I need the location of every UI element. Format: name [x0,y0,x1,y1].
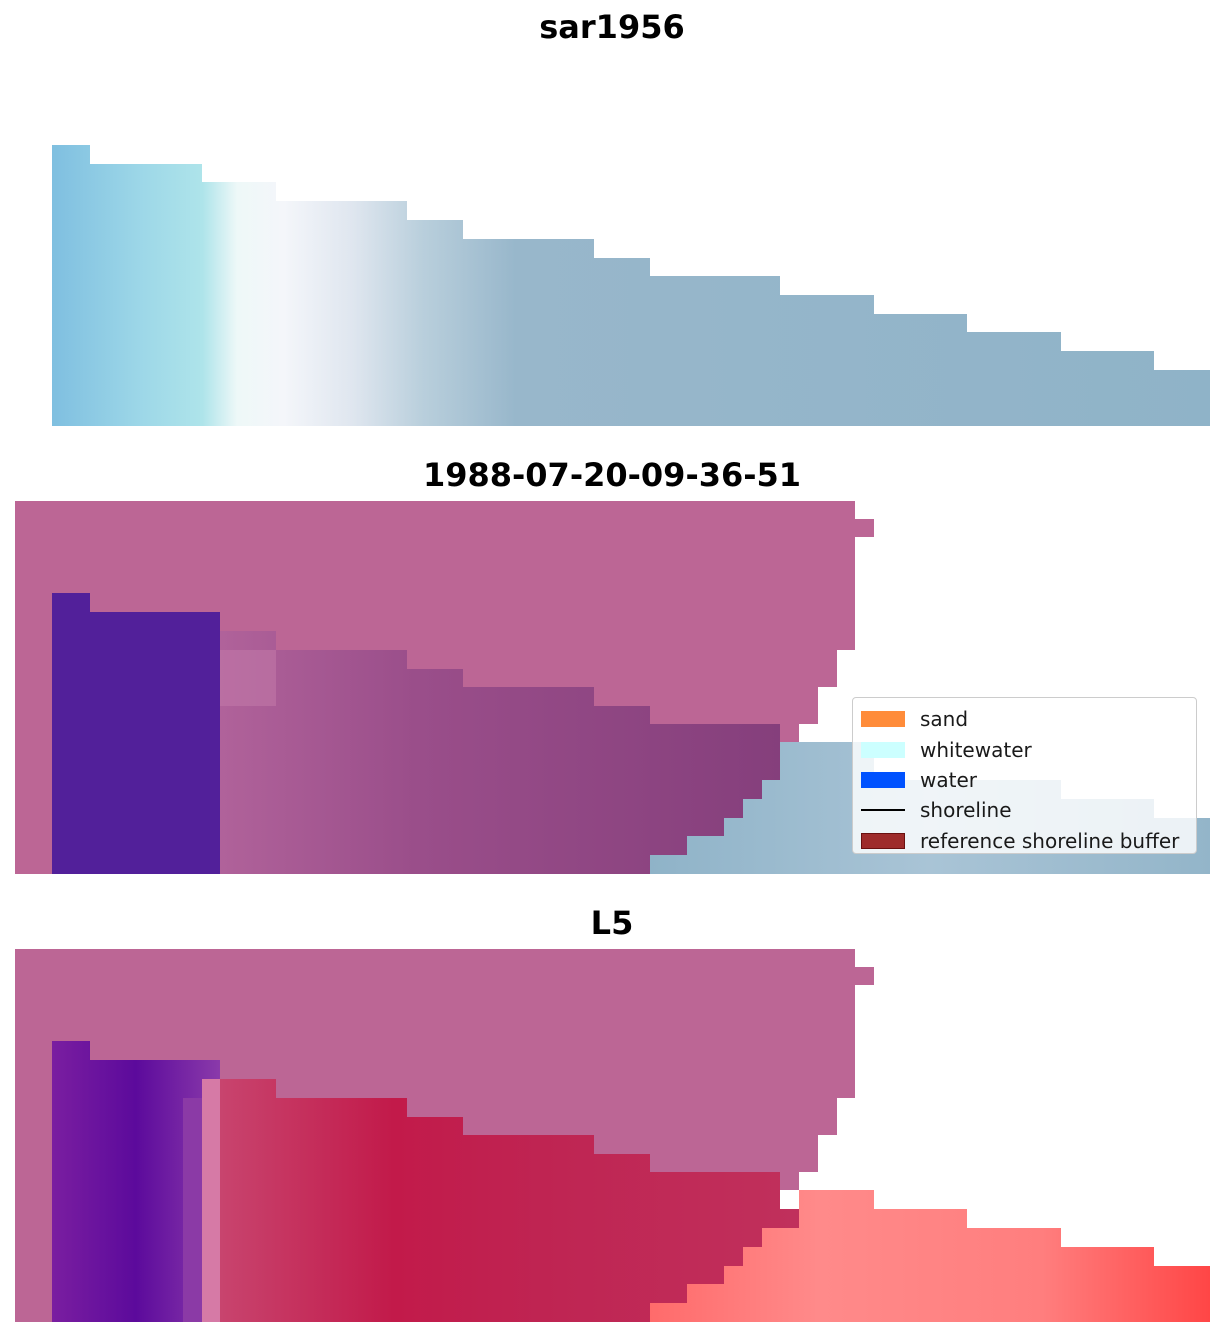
whitewater-swatch-icon [861,741,905,758]
water-region [52,593,220,874]
water-region [52,1041,220,1322]
legend-item-reference-buffer: reference shoreline buffer [861,826,1196,856]
legend-item-shoreline: shoreline [861,795,1196,825]
legend-label: whitewater [920,737,1032,762]
buffer-over-sar-region [220,631,780,874]
legend-label: shoreline [920,798,1012,823]
water-edge [183,1098,202,1322]
panel-title-l5: L5 [590,904,634,942]
buffer-swatch-icon [861,832,905,849]
image-panel-sar1956 [52,145,1210,426]
whitewater-strip [202,1079,220,1322]
legend-item-whitewater: whitewater [861,734,1196,764]
panel-title-1988-07-20-09-36-51: 1988-07-20-09-36-51 [422,456,802,494]
legend-label: water [920,767,977,792]
legend-label: reference shoreline buffer [920,828,1180,853]
legend: sand whitewater water shoreline referenc… [852,697,1197,854]
sar-image-region [52,145,1210,426]
buffer-over-sar-light [202,650,276,706]
image-panel-l5 [15,949,1210,1322]
water-swatch-icon [861,771,905,788]
buffer-over-sand-region [220,1079,799,1322]
legend-label: sand [920,707,969,732]
shoreline-line-icon [861,809,905,812]
panel-title-sar1956: sar1956 [539,8,685,46]
legend-item-sand: sand [861,704,1196,734]
sand-swatch-icon [861,711,905,728]
legend-item-water: water [861,765,1196,795]
